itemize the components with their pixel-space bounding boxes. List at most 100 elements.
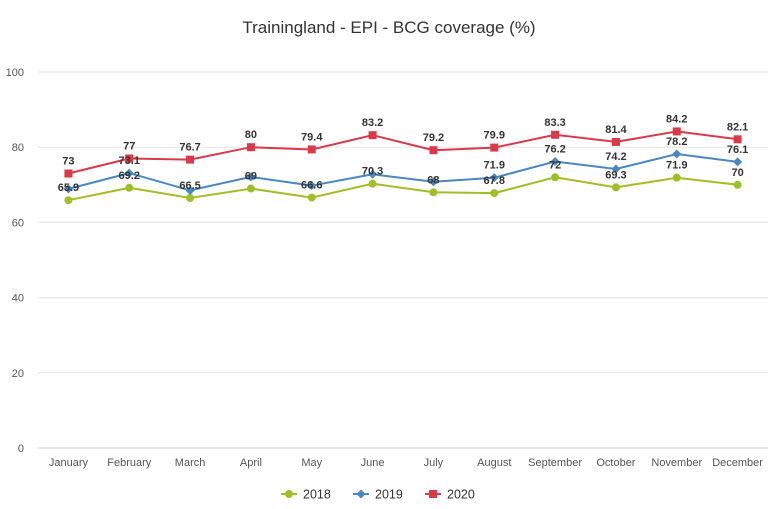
- legend: 2018 2019 2020: [281, 488, 475, 502]
- axes: 0 20 40 60 80 100 January February March April May…: [6, 67, 764, 469]
- data-label-2020: 79.4: [301, 131, 323, 143]
- series-line-2020: [68, 130, 738, 175]
- point-2018: [551, 173, 560, 182]
- y-tick-label: 40: [12, 293, 24, 305]
- point-2018: [490, 189, 499, 198]
- series-line-2018: [68, 176, 738, 202]
- data-label-2020: 73: [62, 156, 74, 168]
- point-2019: [246, 172, 256, 182]
- data-label-2019: 78.2: [666, 136, 687, 148]
- legend-marker-2019: [356, 489, 366, 499]
- data-label-2020: 83.3: [544, 117, 565, 129]
- point-2020: [307, 145, 316, 154]
- point-2020: [733, 135, 742, 144]
- data-label-2018: 66.6: [301, 180, 322, 192]
- point-2020: [246, 143, 255, 152]
- data-label-2020: 83.2: [362, 117, 383, 129]
- legend-label-2019: 2019: [375, 488, 403, 502]
- point-2018: [64, 196, 73, 205]
- chart-title: Trainingland - EPI - BCG coverage (%): [242, 18, 535, 37]
- x-tick-label: July: [424, 457, 444, 469]
- y-tick-label: 60: [12, 217, 24, 229]
- point-2018: [246, 184, 255, 193]
- data-label-2018: 71.9: [666, 160, 687, 172]
- data-label-2020: 77: [123, 140, 135, 152]
- data-label-2020: 84.2: [666, 113, 687, 125]
- point-2020: [672, 127, 681, 136]
- point-2019: [733, 157, 743, 167]
- data-label-2018: 65.9: [58, 182, 79, 194]
- x-tick-label: January: [49, 457, 89, 469]
- x-tick-label: September: [528, 457, 582, 469]
- point-2020: [125, 154, 134, 163]
- data-label-2020: 82.1: [727, 121, 748, 133]
- data-label-2018: 70.3: [362, 166, 383, 178]
- x-tick-label: February: [107, 457, 152, 469]
- y-tick-label: 20: [12, 368, 24, 380]
- point-2018: [125, 183, 134, 192]
- point-2019: [185, 185, 195, 195]
- point-2018: [672, 173, 681, 182]
- point-2019: [368, 169, 378, 179]
- data-label-2018: 68: [427, 174, 439, 186]
- data-label-2020: 79.9: [484, 130, 505, 142]
- data-label-2018: 70: [731, 167, 743, 179]
- point-2020: [186, 155, 195, 164]
- y-tick-label: 0: [18, 443, 24, 455]
- x-tick-label: November: [651, 457, 702, 469]
- point-2020: [551, 130, 560, 139]
- data-label-2018: 67.8: [484, 175, 505, 187]
- point-2019: [672, 149, 682, 159]
- data-label-2020: 76.7: [179, 142, 200, 154]
- point-2019: [124, 168, 134, 178]
- y-tick-label: 80: [12, 142, 24, 154]
- point-2018: [611, 183, 620, 192]
- data-label-2020: 81.4: [605, 124, 627, 136]
- x-tick-label: May: [301, 457, 322, 469]
- data-labels: 65.9 69.2 66.5 69 66.6 70.3 68 67.8 72 69.3 71.9 70…: [58, 113, 749, 194]
- data-label-2019: 76.2: [544, 143, 565, 155]
- point-2018: [429, 188, 438, 197]
- point-2019: [307, 181, 317, 191]
- y-tick-label: 100: [6, 67, 24, 79]
- data-label-2019: 73.1: [119, 155, 140, 167]
- x-tick-label: August: [477, 457, 511, 469]
- data-label-2018: 72: [549, 159, 561, 171]
- legend-label-2018: 2018: [303, 488, 331, 502]
- data-label-2020: 80: [245, 129, 257, 141]
- point-2019: [63, 184, 73, 194]
- point-2019: [550, 156, 560, 166]
- point-2020: [611, 137, 620, 146]
- series: [63, 127, 743, 205]
- point-2019: [428, 177, 438, 187]
- legend-label-2020: 2020: [447, 488, 475, 502]
- point-2020: [64, 169, 73, 178]
- x-tick-label: June: [361, 457, 385, 469]
- series-line-2019: [68, 152, 738, 192]
- point-2020: [490, 143, 499, 152]
- point-2018: [368, 179, 377, 188]
- data-label-2018: 69.2: [119, 170, 140, 182]
- data-label-2020: 79.2: [423, 132, 444, 144]
- point-2019: [611, 164, 621, 174]
- data-label-2019: 76.1: [727, 144, 748, 156]
- point-2019: [489, 173, 499, 183]
- point-2020: [368, 131, 377, 140]
- data-label-2019: 74.2: [605, 151, 626, 163]
- point-2018: [307, 193, 316, 202]
- point-2018: [733, 180, 742, 189]
- legend-marker-2018: [285, 490, 293, 498]
- data-label-2019: 71.9: [484, 160, 505, 172]
- data-label-2018: 69.3: [605, 169, 626, 181]
- data-label-2018: 69: [245, 171, 257, 183]
- point-2020: [429, 146, 438, 155]
- legend-marker-2020: [429, 490, 437, 498]
- x-tick-label: March: [175, 457, 206, 469]
- x-tick-label: December: [712, 457, 763, 469]
- x-tick-label: October: [596, 457, 635, 469]
- grid: [38, 71, 768, 449]
- point-2018: [186, 193, 195, 202]
- x-tick-label: April: [240, 457, 262, 469]
